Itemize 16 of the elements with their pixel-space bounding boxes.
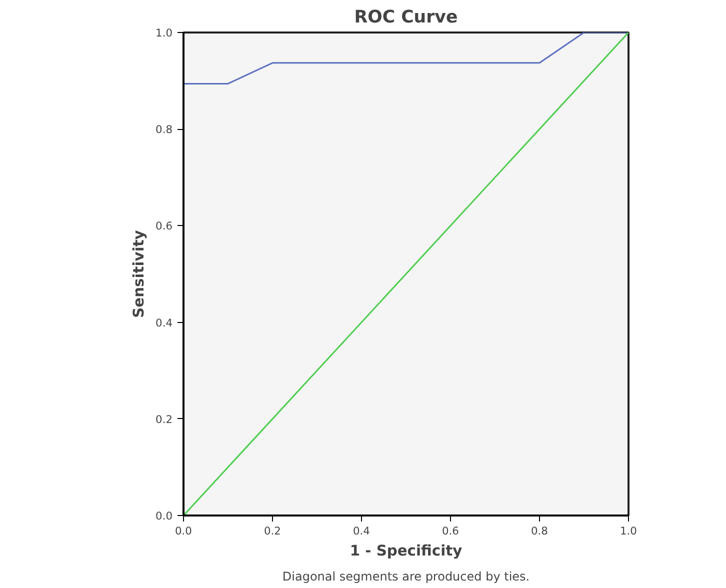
y-tick-label: 1.0 (156, 26, 173, 40)
x-tick-label: 0.6 (442, 524, 460, 538)
y-axis-title: Sensitivity (130, 230, 148, 318)
x-tick-label: 0.8 (531, 524, 548, 538)
x-axis-title: 1 - Specificity (350, 542, 463, 560)
y-tick-label: 0.8 (156, 123, 173, 136)
y-tick-label: 0.2 (156, 412, 173, 426)
chart-title: ROC Curve (354, 8, 458, 28)
x-tick-label: 0.4 (353, 524, 370, 538)
x-tick-label: 0.2 (264, 524, 281, 538)
y-tick-label: 0.4 (156, 316, 173, 330)
x-tick-label: 1.0 (620, 524, 638, 538)
text: Diagonal segments are produced by ties. (282, 570, 530, 584)
x-tick-label: 0.0 (175, 524, 192, 538)
y-tick-label: 0.0 (156, 510, 173, 522)
y-tick-label: 0.6 (156, 220, 173, 233)
